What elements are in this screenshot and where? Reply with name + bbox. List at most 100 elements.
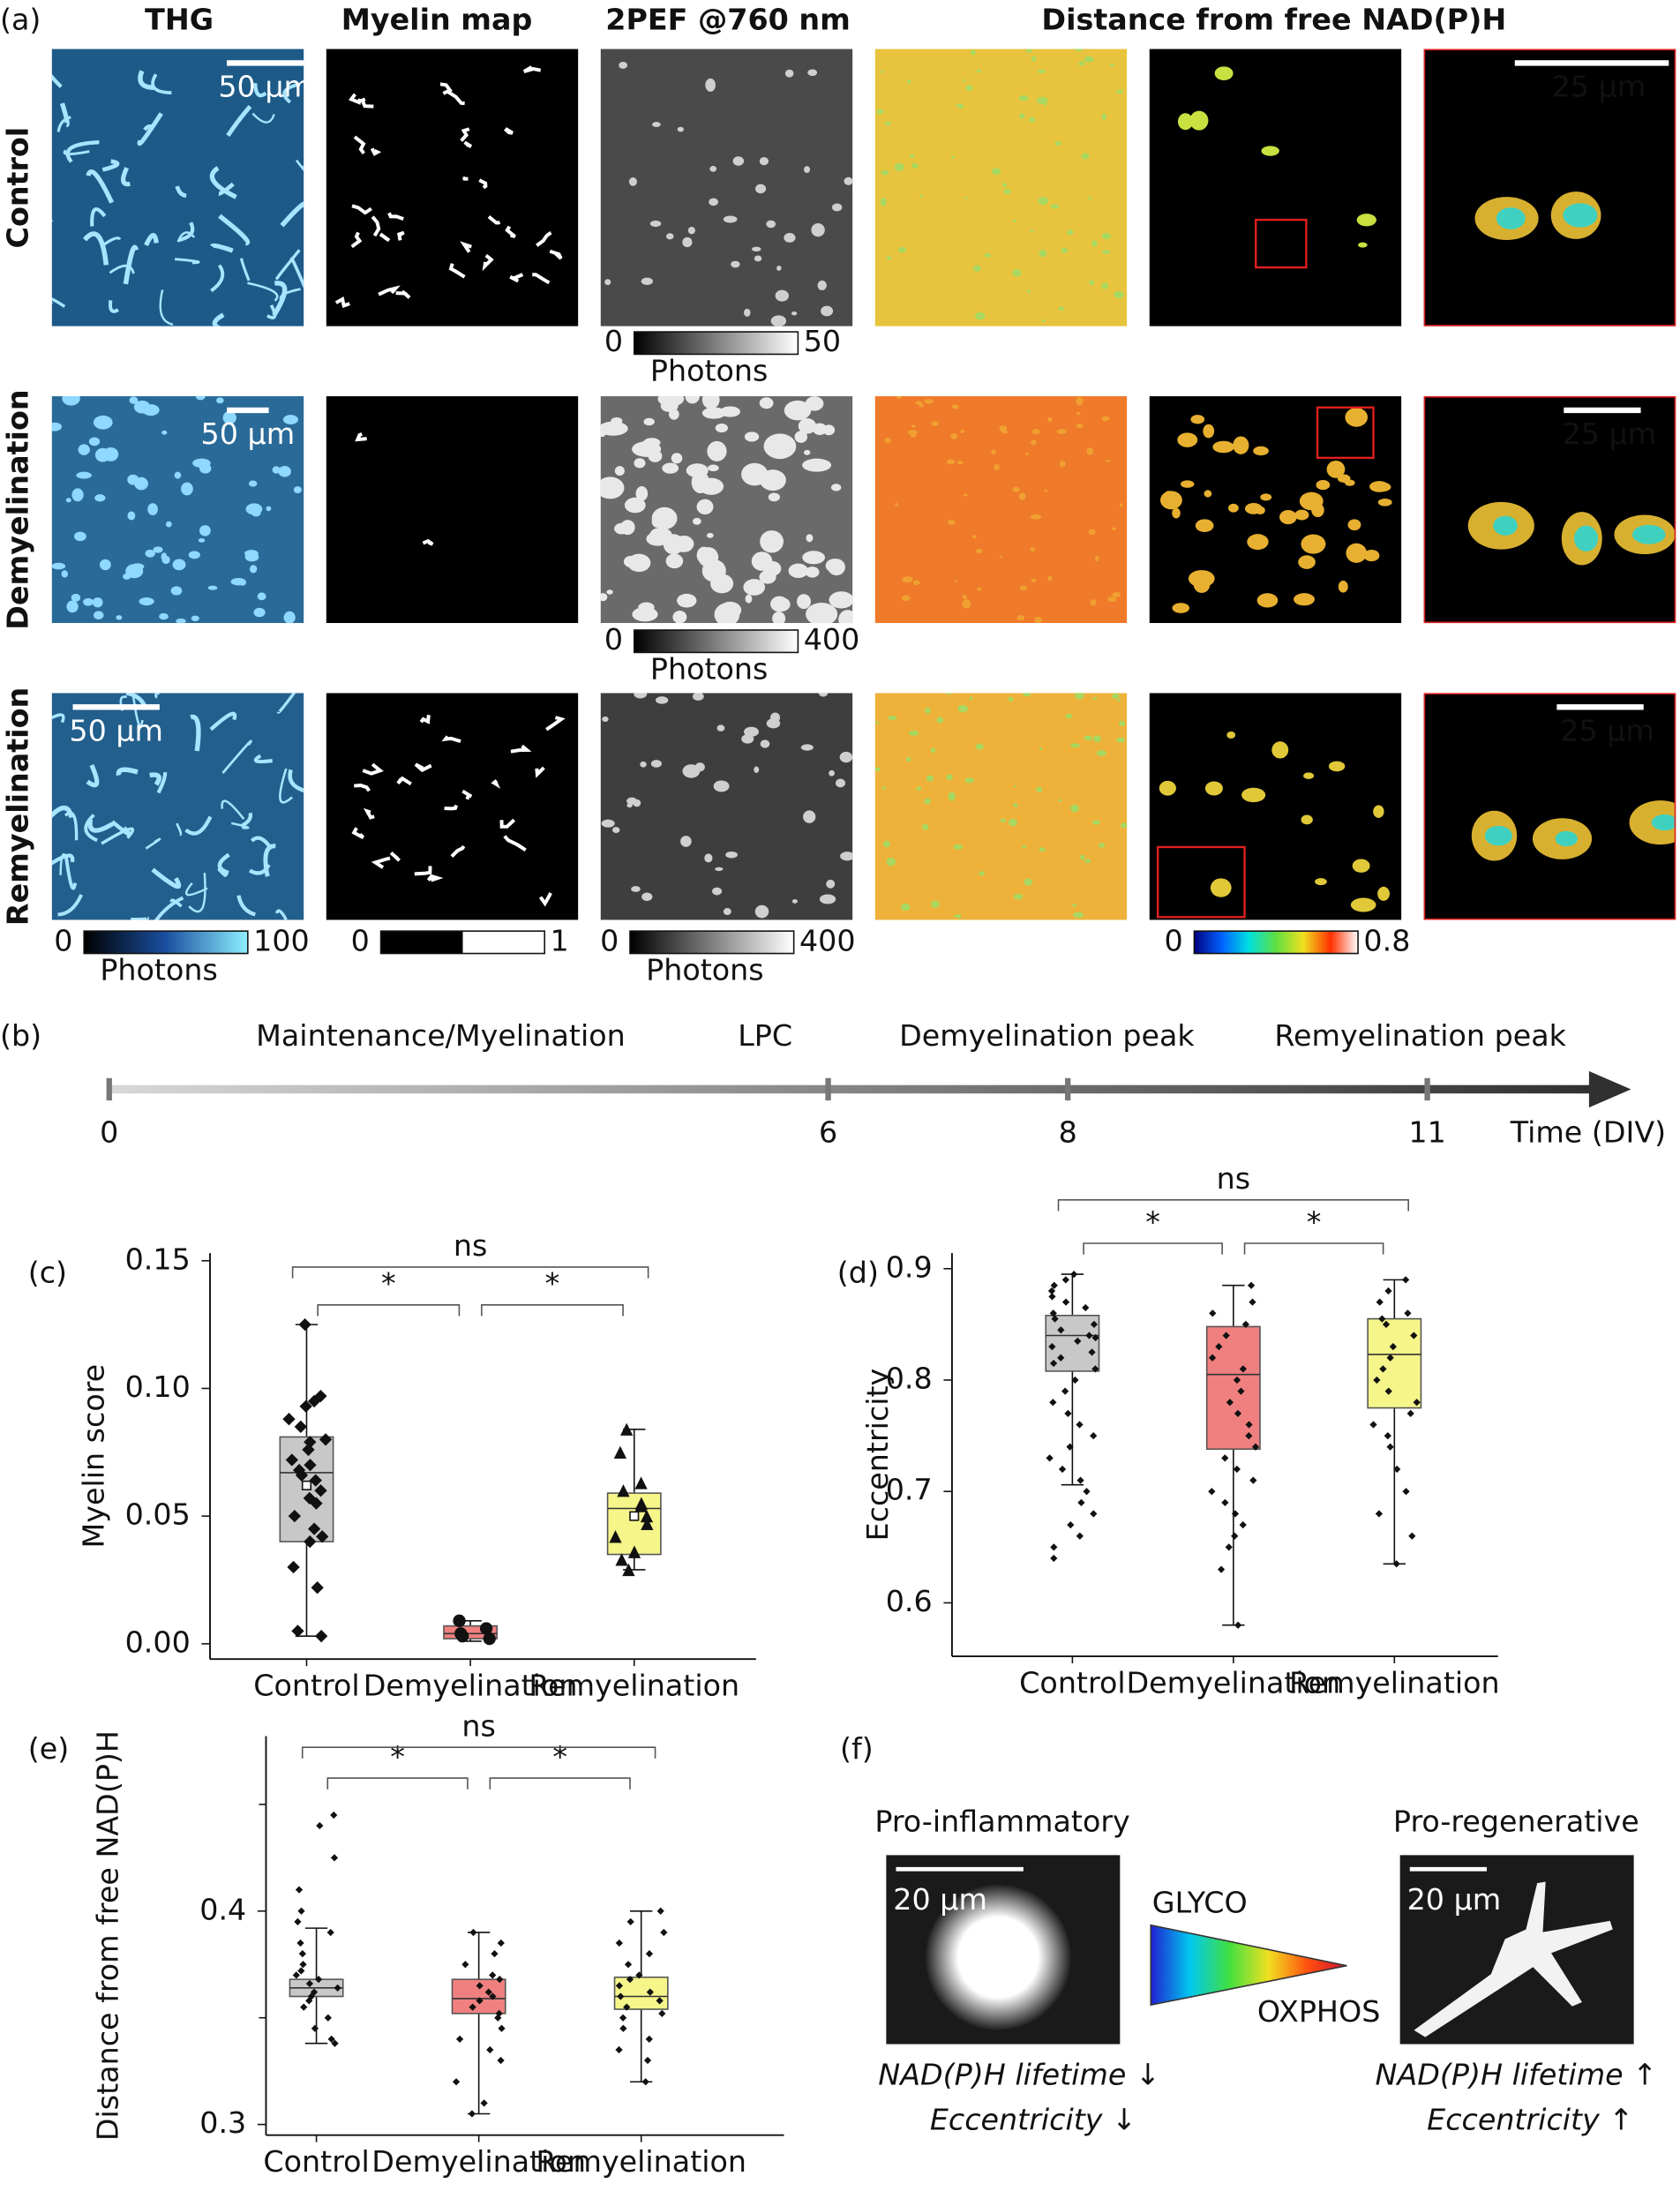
data-point (622, 1563, 635, 1577)
scale-bar-label: 25 µm (1560, 713, 1654, 747)
image-background (1149, 49, 1402, 326)
cell (662, 462, 679, 474)
image-background (600, 693, 853, 920)
panel-label: (e) (28, 1731, 70, 1766)
fiber (239, 258, 251, 281)
fiber (176, 231, 196, 243)
cell (671, 453, 683, 464)
data-point (1209, 1309, 1217, 1317)
cell-title: Pro-regenerative (1393, 1804, 1639, 1838)
cell (1094, 556, 1099, 562)
cell (94, 494, 106, 502)
micrograph (874, 396, 1128, 624)
cell (754, 904, 769, 919)
fiber (184, 815, 213, 836)
cell (1091, 820, 1101, 825)
cell (991, 449, 996, 454)
cell (708, 464, 719, 472)
fiber (190, 714, 201, 752)
cell (920, 194, 924, 198)
data-point (619, 2024, 627, 2032)
fiber (288, 769, 304, 793)
data-point (634, 1499, 648, 1512)
data-point (497, 2056, 505, 2065)
cell (1299, 491, 1324, 511)
data-point (1404, 1309, 1412, 1317)
data-point (1083, 1488, 1091, 1496)
cell (195, 396, 206, 401)
cell (207, 585, 218, 590)
cell (65, 498, 71, 503)
colorbar-min: 0 (604, 622, 623, 657)
myelin (487, 214, 501, 225)
significance-bracket (489, 1777, 631, 1790)
cell (1096, 750, 1106, 757)
cell (1214, 66, 1234, 80)
cell (1076, 397, 1084, 406)
fiber (65, 139, 100, 163)
data-point (641, 2078, 649, 2086)
data-point (455, 2035, 464, 2043)
data-point (1066, 1443, 1074, 1451)
cell (962, 594, 967, 600)
cell (1084, 56, 1094, 63)
image-background (1423, 49, 1676, 326)
fiber (64, 811, 79, 841)
data-point (330, 1811, 338, 1820)
cell (964, 197, 968, 199)
cell (600, 421, 628, 436)
cell (188, 551, 200, 559)
cell (926, 775, 934, 782)
cell (874, 721, 880, 724)
cell (1177, 113, 1194, 131)
cell (1047, 416, 1053, 423)
cell (946, 459, 956, 465)
significance-label: * (1145, 1204, 1160, 1239)
data-point (316, 1530, 329, 1543)
cell (788, 563, 808, 579)
cell (909, 730, 919, 736)
y-tick-label: 0.9 (886, 1249, 933, 1284)
cell (1212, 440, 1234, 454)
fiber (188, 873, 206, 913)
myelin (396, 776, 412, 786)
cell (829, 769, 835, 777)
fiber (247, 281, 279, 302)
x-tick-label: 8 (1059, 1115, 1077, 1150)
cell (760, 739, 770, 748)
cell (1088, 196, 1091, 200)
colorbar-max: 100 (253, 923, 310, 957)
cell (811, 223, 825, 237)
image-background (1149, 693, 1402, 920)
cell (884, 437, 891, 444)
fiber (210, 264, 225, 293)
cell (1233, 436, 1249, 454)
data-point (469, 2003, 476, 2011)
cell (601, 819, 615, 828)
cell (1073, 912, 1084, 919)
data-point (319, 1433, 333, 1446)
cell (1493, 515, 1518, 536)
cell (76, 471, 92, 479)
cell (744, 726, 760, 737)
cell (709, 198, 719, 206)
cell (1050, 204, 1060, 209)
cell (965, 85, 973, 92)
data-point (1402, 1488, 1410, 1496)
fiber (110, 820, 131, 837)
myelin (439, 82, 453, 95)
fiber (51, 297, 66, 308)
cell (1058, 306, 1065, 311)
panel-label: (a) (0, 2, 41, 36)
data-point (295, 1468, 309, 1482)
cell (832, 203, 843, 212)
cell (1369, 481, 1390, 492)
significance-label: * (381, 1266, 396, 1301)
cell (1101, 282, 1109, 289)
cell (919, 402, 924, 408)
cell (712, 887, 723, 896)
scale-bar-label: 50 µm (218, 69, 312, 103)
cell (902, 576, 913, 583)
cell (1226, 731, 1236, 739)
cell (635, 486, 649, 501)
